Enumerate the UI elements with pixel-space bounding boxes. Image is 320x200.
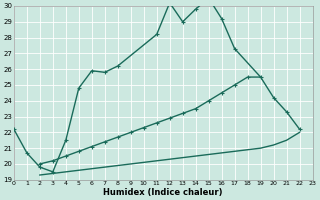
- X-axis label: Humidex (Indice chaleur): Humidex (Indice chaleur): [103, 188, 223, 197]
